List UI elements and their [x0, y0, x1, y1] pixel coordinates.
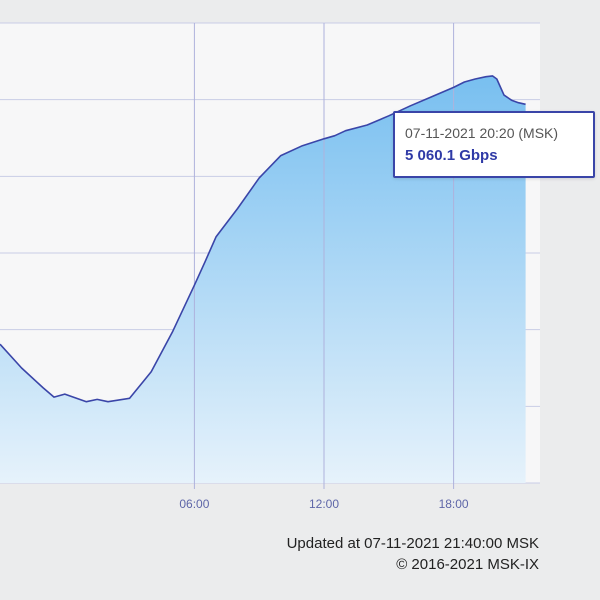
chart-footer: Updated at 07-11-2021 21:40:00 MSK © 201…: [287, 533, 539, 575]
series-line[interactable]: [0, 75, 526, 403]
vertical-gridlines: [193, 23, 455, 489]
copyright-text: © 2016-2021 MSK-IX: [396, 556, 539, 573]
updated-timestamp: Updated at 07-11-2021 21:40:00 MSK: [286, 535, 539, 552]
tooltip-date: 07-11-2021 20:20 (MSK): [405, 125, 559, 141]
x-tick-label: 06:00: [179, 497, 209, 511]
series-line-path: [0, 75, 526, 403]
hover-tooltip: 07-11-2021 20:20 (MSK) 5 060.1 Gbps: [393, 111, 595, 178]
x-tick-label: 18:00: [439, 497, 469, 511]
chart-svg: 06:00 12:00 18:00: [0, 22, 540, 511]
traffic-chart: 06:00 12:00 18:00 07-11-2021 20:20 (MSK) 5…: [0, 22, 595, 511]
x-axis-ticks: 06:00 12:00 18:00: [179, 497, 469, 511]
x-tick-label: 12:00: [309, 497, 339, 511]
tooltip-value: 5 060.1 Gbps: [405, 147, 498, 164]
